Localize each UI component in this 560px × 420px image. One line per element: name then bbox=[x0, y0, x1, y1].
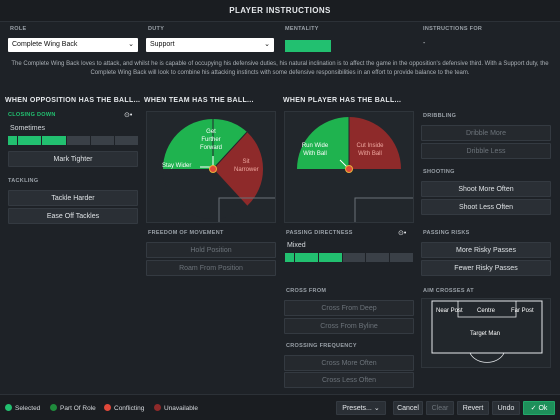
mentality-bar bbox=[285, 40, 331, 52]
passing-risks-label: PASSING RISKS bbox=[423, 230, 470, 236]
far-post-target[interactable]: Far Post bbox=[511, 308, 534, 314]
crossing-frequency-label: CROSSING FREQUENCY bbox=[286, 343, 357, 349]
centre-target[interactable]: Centre bbox=[477, 308, 496, 314]
shoot-more-button[interactable]: Shoot More Often bbox=[421, 181, 551, 197]
hold-position-button[interactable]: Hold Position bbox=[146, 242, 276, 258]
mentality-label: MENTALITY bbox=[285, 26, 319, 32]
clear-button[interactable]: Clear bbox=[426, 401, 454, 415]
box-diagram bbox=[421, 298, 551, 368]
legend-part-of-role: Part Of Role bbox=[50, 404, 96, 412]
cross-from-deep-button[interactable]: Cross From Deep bbox=[284, 300, 414, 316]
role-label: ROLE bbox=[10, 26, 27, 32]
cancel-button[interactable]: Cancel bbox=[393, 401, 423, 415]
team-pitch[interactable] bbox=[146, 111, 276, 223]
instructions-for-value: - bbox=[423, 40, 426, 47]
role-description: The Complete Wing Back loves to attack, … bbox=[11, 61, 549, 76]
dribble-more-button[interactable]: Dribble More bbox=[421, 125, 551, 141]
section-team-ball: WHEN TEAM HAS THE BALL... bbox=[144, 97, 254, 104]
shoot-less-button[interactable]: Shoot Less Often bbox=[421, 199, 551, 215]
revert-button[interactable]: Revert bbox=[457, 401, 489, 415]
run-wide-with-ball-label: Run Wide With Ball bbox=[301, 143, 329, 157]
duty-dropdown[interactable]: Support ⌄ bbox=[146, 38, 274, 52]
window-title: PLAYER INSTRUCTIONS bbox=[0, 0, 560, 22]
cross-more-often-button[interactable]: Cross More Often bbox=[284, 355, 414, 371]
duty-value: Support bbox=[150, 41, 175, 48]
instructions-for-label: INSTRUCTIONS FOR bbox=[423, 26, 483, 32]
ok-button[interactable]: ✓ Ok bbox=[523, 401, 555, 415]
section-opposition-ball: WHEN OPPOSITION HAS THE BALL... bbox=[5, 97, 141, 104]
roam-from-position-button[interactable]: Roam From Position bbox=[146, 260, 276, 276]
legend-conflicting: Conflicting bbox=[104, 404, 144, 412]
near-post-target[interactable]: Near Post bbox=[436, 308, 463, 314]
selected-dot-icon bbox=[5, 404, 12, 411]
stay-wider-label: Stay Wider bbox=[162, 163, 192, 169]
chevron-down-icon: ⌄ bbox=[373, 405, 380, 412]
closing-down-value: Sometimes bbox=[10, 125, 46, 132]
role-dropdown[interactable]: Complete Wing Back ⌄ bbox=[8, 38, 138, 52]
ease-off-tackles-button[interactable]: Ease Off Tackles bbox=[8, 208, 138, 224]
conflicting-dot-icon bbox=[104, 404, 111, 411]
tackling-label: TACKLING bbox=[8, 178, 39, 184]
player-pitch[interactable] bbox=[284, 111, 414, 223]
dribbling-label: DRIBBLING bbox=[423, 113, 457, 119]
legend-unavailable: Unavailable bbox=[154, 404, 198, 412]
legend-selected: Selected bbox=[5, 404, 40, 412]
cross-from-label: CROSS FROM bbox=[286, 288, 327, 294]
unavailable-dot-icon bbox=[154, 404, 161, 411]
closing-down-level[interactable] bbox=[8, 136, 138, 145]
target-man-target[interactable]: Target Man bbox=[470, 331, 501, 337]
dribble-less-button[interactable]: Dribble Less bbox=[421, 143, 551, 159]
closing-down-label: CLOSING DOWN bbox=[8, 112, 56, 118]
passing-directness-value: Mixed bbox=[287, 242, 306, 249]
cut-inside-with-ball-label: Cut Inside With Ball bbox=[356, 143, 384, 157]
undo-button[interactable]: Undo bbox=[492, 401, 520, 415]
presets-button[interactable]: Presets... ⌄ bbox=[336, 401, 386, 415]
check-icon: ✓ bbox=[530, 405, 537, 412]
footer-bar: Selected Part Of Role Conflicting Unavai… bbox=[0, 394, 560, 420]
chevron-down-icon: ⌄ bbox=[264, 41, 270, 48]
more-risky-passes-button[interactable]: More Risky Passes bbox=[421, 242, 551, 258]
chevron-down-icon: ⌄ bbox=[128, 41, 134, 48]
duty-label: DUTY bbox=[148, 26, 165, 32]
tackle-harder-button[interactable]: Tackle Harder bbox=[8, 190, 138, 206]
cross-less-often-button[interactable]: Cross Less Often bbox=[284, 372, 414, 388]
sit-narrower-label: Sit Narrower bbox=[234, 159, 259, 173]
role-value: Complete Wing Back bbox=[12, 41, 78, 48]
cross-from-byline-button[interactable]: Cross From Byline bbox=[284, 318, 414, 334]
get-further-forward-label: Get Further Forward bbox=[199, 129, 222, 151]
fewer-risky-passes-button[interactable]: Fewer Risky Passes bbox=[421, 260, 551, 276]
aim-crosses-label: AIM CROSSES AT bbox=[423, 288, 474, 294]
toggle-icon[interactable]: ⊙• bbox=[124, 112, 133, 119]
part-of-role-dot-icon bbox=[50, 404, 57, 411]
passing-directness-label: PASSING DIRECTNESS bbox=[286, 230, 353, 236]
section-player-ball: WHEN PLAYER HAS THE BALL... bbox=[283, 97, 402, 104]
freedom-label: FREEDOM OF MOVEMENT bbox=[148, 230, 224, 236]
toggle-icon[interactable]: ⊙• bbox=[398, 230, 407, 237]
passing-directness-level[interactable] bbox=[285, 253, 414, 262]
mark-tighter-button[interactable]: Mark Tighter bbox=[8, 151, 138, 167]
shooting-label: SHOOTING bbox=[423, 169, 455, 175]
